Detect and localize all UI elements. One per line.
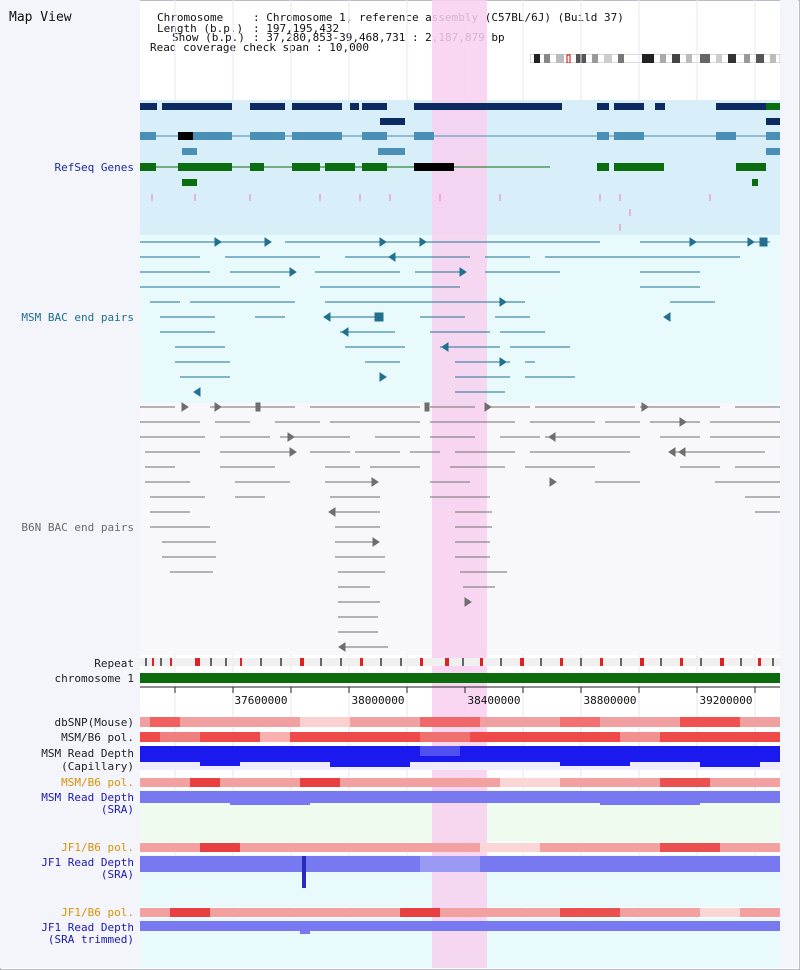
track-label-jf1-depth-sra-2: (SRA) xyxy=(100,868,134,881)
jf1-depth-trimmed xyxy=(140,921,780,931)
chromosome-bar xyxy=(140,673,780,683)
highlight-region xyxy=(432,0,487,968)
jf1-b6-pol-heat-track-2 xyxy=(140,908,780,917)
track-label-b6n-bac[interactable]: B6N BAC end pairs xyxy=(21,521,134,534)
axis-tick-label: 38000000 xyxy=(352,694,405,707)
label-column xyxy=(0,0,140,968)
track-label-msm-b6-pol-2[interactable]: MSM/B6 pol. xyxy=(61,776,134,789)
track-label-jf1-b6-pol-1[interactable]: JF1/B6 pol. xyxy=(61,841,134,854)
right-margin xyxy=(780,0,798,968)
track-label-jf1-depth-sra-1[interactable]: JF1 Read Depth xyxy=(41,856,134,869)
page-title: Map View xyxy=(9,10,72,25)
b6n-bac-pairs xyxy=(140,402,780,652)
position-axis xyxy=(140,686,780,693)
msm-depth-sra xyxy=(140,791,780,803)
refseq-gene-features xyxy=(140,103,780,231)
show-label: Show (b.p.) xyxy=(172,31,245,44)
jf1-b6-pol-heat-track xyxy=(140,843,780,852)
track-label-repeat[interactable]: Repeat xyxy=(94,657,134,670)
axis-tick-label: 38400000 xyxy=(468,694,521,707)
repeat-track xyxy=(140,658,780,666)
track-label-dbsnp[interactable]: dbSNP(Mouse) xyxy=(54,716,134,729)
axis-tick-label: 39200000 xyxy=(700,694,753,707)
track-label-msm-depth-sra-2: (SRA) xyxy=(100,803,134,816)
track-label-jf1-depth-trim-1[interactable]: JF1 Read Depth xyxy=(41,921,134,934)
length-value: : 197,195,432 xyxy=(253,22,340,35)
coverage-span-label: Read coverage check span xyxy=(150,41,309,54)
chromosome-ideogram[interactable] xyxy=(530,54,780,63)
track-label-jf1-b6-pol-2[interactable]: JF1/B6 pol. xyxy=(61,906,134,919)
track-label-chromosome[interactable]: chromosome 1 xyxy=(54,672,134,685)
track-label-msm-bac[interactable]: MSM BAC end pairs xyxy=(21,311,134,324)
msm-b6-pol-heat-track-2 xyxy=(140,778,780,787)
track-label-msm-depth-cap-2: (Capillary) xyxy=(61,760,134,773)
track-label-msm-b6-pol-1[interactable]: MSM/B6 pol. xyxy=(61,731,134,744)
track-label-msm-depth-cap-1[interactable]: MSM Read Depth xyxy=(41,747,134,760)
length-label: Length (b.p.) xyxy=(157,22,244,35)
chromosome-label: Chromosome xyxy=(157,11,224,24)
msm-bac-pairs xyxy=(140,237,770,397)
axis-tick-label: 38800000 xyxy=(584,694,637,707)
track-label-msm-depth-sra-1[interactable]: MSM Read Depth xyxy=(41,791,134,804)
track-label-jf1-depth-trim-2: (SRA trimmed) xyxy=(47,933,134,946)
track-label-refseq-genes[interactable]: RefSeq Genes xyxy=(54,161,134,174)
axis-tick-label: 37600000 xyxy=(235,694,288,707)
